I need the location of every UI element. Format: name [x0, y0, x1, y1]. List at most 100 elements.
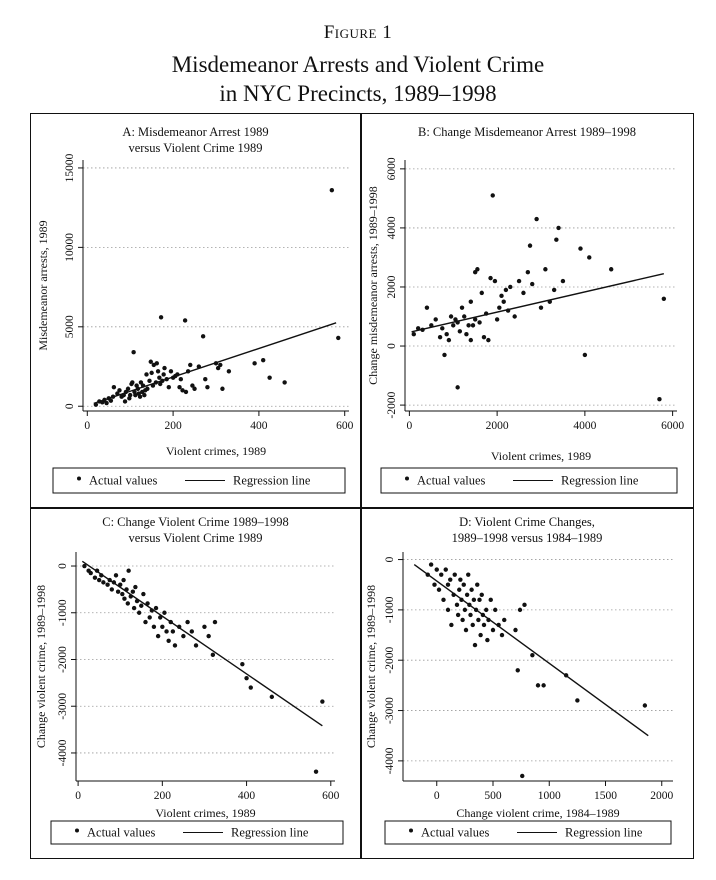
panel-d-data-point: [522, 602, 527, 608]
panel-d-data-point: [466, 572, 471, 577]
panel-b-legend-points-label: Actual values: [417, 474, 486, 488]
panel-c-data-point: [121, 577, 126, 583]
panel-c-y-tick-label: -2000: [57, 646, 69, 673]
panel-b-data-point: [499, 293, 504, 299]
panel-b-legend-line-label: Regression line: [561, 474, 639, 488]
panel-c-data-point: [134, 598, 140, 604]
panel-b-y-tick-label: 6000: [386, 157, 398, 180]
panel-b-data-point: [657, 396, 662, 402]
panel-c-data-point: [143, 619, 148, 625]
panel-d-legend-line-label: Regression line: [565, 826, 643, 840]
panel-a-x-axis-label: Violent crimes, 1989: [166, 444, 266, 458]
panel-c-data-point: [120, 591, 125, 597]
panel-c-data-point: [244, 675, 249, 681]
panel-a-data-point: [226, 369, 232, 374]
panel-b-data-point: [505, 308, 511, 313]
panel-d-data-point: [439, 572, 444, 577]
panel-b-data-point: [516, 278, 522, 284]
panel-a-data-point: [205, 384, 210, 390]
panel-b-data-point: [468, 299, 474, 304]
panel-d-data-point: [470, 622, 475, 628]
panel-c-data-point: [320, 699, 325, 704]
panel-d-data-point: [449, 622, 454, 628]
figure-title-line-2: in NYC Precincts, 1989–1998: [219, 81, 497, 106]
panel-b-data-point: [530, 281, 535, 287]
panel-a-data-point: [160, 378, 165, 384]
panel-d-data-point: [515, 668, 520, 673]
panel-d-x-tick-label: 1500: [594, 790, 617, 802]
panel-d-data-point: [575, 698, 580, 703]
panel-b-x-tick-label: 6000: [661, 420, 684, 432]
panel-d-data-point: [460, 617, 465, 623]
panel-d-data-point: [448, 577, 453, 582]
panel-c-data-point: [107, 577, 112, 583]
panel-a-legend-line-label: Regression line: [233, 474, 311, 488]
panel-a-data-point: [102, 397, 107, 403]
panel-d-x-tick-label: 0: [434, 790, 440, 802]
panel-c-data-point: [153, 605, 159, 611]
panel-c-data-point: [126, 568, 131, 573]
panel-a-y-axis-label: Misdemeanor arrests, 1989: [36, 220, 50, 350]
panel-d-data-point: [480, 612, 486, 618]
panel-d-data-point: [461, 582, 466, 587]
panel-d-data-point: [490, 627, 496, 633]
panel-b-regression-line: [411, 273, 664, 333]
panel-b-data-point: [490, 193, 495, 198]
panel-a-data-point: [153, 380, 159, 385]
panel-c-legend-line-label: Regression line: [231, 826, 309, 840]
panel-b-data-point: [551, 287, 557, 293]
panel-divider-vertical: [360, 113, 362, 859]
panel-a-data-point: [260, 357, 266, 363]
panel-b-x-axis-label: Violent crimes, 1989: [491, 449, 591, 463]
panel-a-data-point: [135, 386, 141, 391]
panel-c-data-point: [193, 643, 199, 648]
panel-c-data-point: [94, 568, 100, 573]
panel-d-data-point: [425, 572, 430, 577]
panel-d-y-tick-label: -4000: [384, 747, 396, 774]
panel-b-y-axis-label: Change misdemeanor arrests, 1989–1998: [366, 186, 380, 385]
panel-d-data-point: [455, 612, 461, 618]
panel-c-data-point: [189, 629, 195, 634]
panel-b-data-point: [582, 352, 588, 358]
panel-d-data-point: [434, 567, 439, 572]
panel-a-data-point: [177, 384, 182, 390]
panel-c-data-point: [109, 587, 114, 592]
panel-a-chart: A: Misdemeanor Arrest 1989 versus Violent…: [36, 125, 354, 494]
panel-d-data-point: [443, 567, 448, 572]
panel-a-data-point: [180, 388, 185, 393]
panel-b-data-point: [554, 237, 559, 242]
panel-c-data-point: [99, 573, 104, 578]
panel-d-data-point: [472, 642, 478, 648]
panel-c-data-point: [113, 573, 119, 578]
panel-a-data-point: [192, 386, 197, 391]
panel-d-data-point: [432, 582, 437, 587]
panel-b-data-point: [420, 327, 425, 332]
panel-a-data-point: [282, 380, 287, 385]
panel-a-data-point: [148, 359, 153, 364]
panel-b-data-point: [451, 323, 456, 328]
panel-b-y-tick-label: 0: [386, 343, 398, 349]
panel-a-data-point: [158, 381, 163, 387]
panel-d-y-tick-label: -2000: [384, 647, 396, 674]
panel-c-data-point: [124, 587, 129, 592]
panel-b-data-point: [468, 337, 474, 343]
panel-b-data-point: [446, 337, 452, 343]
panel-a-data-point: [158, 315, 164, 320]
panel-b-data-point: [527, 243, 533, 248]
panel-d-data-point: [469, 587, 474, 592]
panel-c-data-point: [313, 769, 319, 774]
panel-a-x-tick-label: 0: [84, 420, 90, 432]
panel-a-data-point: [127, 392, 133, 398]
panel-a-data-point: [110, 394, 116, 399]
panel-a-y-tick-label: 5000: [64, 315, 76, 338]
panel-b-data-point: [481, 334, 487, 340]
panel-a-data-point: [144, 372, 149, 377]
panel-d-data-point: [479, 592, 484, 597]
panel-d-data-point: [541, 683, 546, 688]
panel-a-data-point: [166, 384, 172, 390]
panel-b-x-tick-label: 0: [407, 420, 413, 432]
panel-b-data-point: [492, 278, 498, 284]
panel-c-data-point: [111, 580, 117, 585]
panel-b-data-point: [475, 267, 480, 272]
panel-d-data-point: [513, 627, 518, 633]
